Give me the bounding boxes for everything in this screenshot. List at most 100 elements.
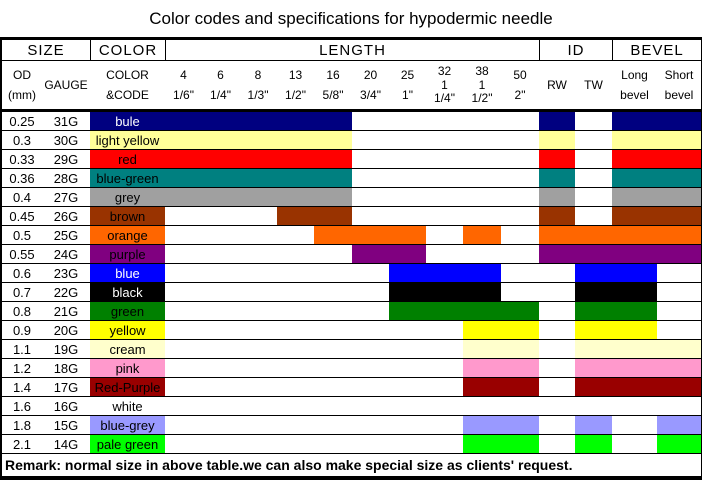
fill-cell-c25 — [389, 131, 426, 149]
col-header-c38: 38 1 1/2" — [463, 61, 501, 109]
od-cell: 0.5 — [12, 227, 32, 243]
fill-cell-c13 — [277, 245, 314, 263]
col-header-short: Short bevel — [657, 61, 701, 109]
fill-cell-long — [612, 112, 657, 130]
fill-cell-c16 — [314, 264, 352, 282]
fill-cell-c6 — [202, 416, 239, 434]
fill-cell-c38 — [463, 264, 501, 282]
fill-cell-c8 — [239, 188, 277, 206]
table-row: 0.33 29G red — [2, 150, 701, 169]
fill-cell-c16 — [314, 150, 352, 168]
col-header-rw-line1: RW — [547, 77, 567, 92]
fill-cell-c8 — [239, 264, 277, 282]
fill-cell-c6 — [202, 226, 239, 244]
gauge-cell: 21G — [53, 303, 79, 319]
col-header-long-line1: Long — [621, 67, 648, 82]
fill-cell-tw — [575, 416, 612, 434]
fill-cell-c50 — [501, 359, 539, 377]
fill-cell-c25 — [389, 397, 426, 415]
col-header-c20-line1: 20 — [363, 67, 378, 82]
fill-cell-c25 — [389, 283, 426, 301]
col-header-c6-line2: 1/4" — [210, 87, 231, 102]
fill-cell-c20 — [352, 397, 389, 415]
col-header-c32-line2: 1 1/4" — [434, 77, 455, 105]
fill-cell-c13 — [277, 340, 314, 358]
fill-cell-tw — [575, 302, 612, 320]
fill-cell-c6 — [202, 340, 239, 358]
color-swatch: brown — [90, 207, 165, 225]
fill-cell-c4 — [165, 340, 202, 358]
fill-cell-c25 — [389, 112, 426, 130]
fill-cell-tw — [575, 112, 612, 130]
col-header-long: Long bevel — [612, 61, 657, 109]
fill-cell-c32 — [426, 340, 463, 358]
fill-cell-long — [612, 245, 657, 263]
table-row: 1.1 19G cream — [2, 340, 701, 359]
od-cell: 1.1 — [12, 341, 32, 357]
fill-cell-c6 — [202, 378, 239, 396]
fill-cell-c4 — [165, 169, 202, 187]
group-header-color: COLOR — [90, 40, 165, 60]
fill-cell-c25 — [389, 378, 426, 396]
fill-cell-c38 — [463, 226, 501, 244]
table-row: 1.6 16G white — [2, 397, 701, 416]
col-header-c25-line1: 25 — [400, 67, 415, 82]
fill-cell-c13 — [277, 112, 314, 130]
fill-cell-c25 — [389, 264, 426, 282]
fill-cell-tw — [575, 359, 612, 377]
od-cell: 0.36 — [9, 170, 35, 186]
gauge-cell: 14G — [53, 436, 79, 452]
fill-cell-c32 — [426, 283, 463, 301]
needle-spec-table: SIZE COLOR LENGTH ID BEVEL OD (mm) GAUGE COLOR &… — [0, 37, 702, 480]
gauge-cell: 19G — [53, 341, 79, 357]
fill-cell-c13 — [277, 416, 314, 434]
fill-cell-c20 — [352, 378, 389, 396]
color-swatch: pale green — [90, 435, 165, 453]
fill-cell-c50 — [501, 416, 539, 434]
fill-cell-rw — [539, 226, 575, 244]
fill-cell-c25 — [389, 245, 426, 263]
fill-cell-long — [612, 264, 657, 282]
col-header-c32-line1: 32 — [437, 64, 452, 79]
col-header-c13-line2: 1/2" — [285, 87, 306, 102]
col-header-c8: 8 1/3" — [239, 61, 277, 109]
fill-cell-long — [612, 378, 657, 396]
fill-cell-c13 — [277, 207, 314, 225]
col-header-od-line2: (mm) — [8, 87, 36, 102]
fill-cell-rw — [539, 416, 575, 434]
table-row: 2.1 14G pale green — [2, 435, 701, 454]
group-header-row: SIZE COLOR LENGTH ID BEVEL — [2, 40, 701, 61]
od-cell: 2.1 — [12, 436, 32, 452]
fill-cell-c4 — [165, 302, 202, 320]
fill-cell-rw — [539, 169, 575, 187]
fill-cell-c38 — [463, 131, 501, 149]
fill-cell-c4 — [165, 264, 202, 282]
fill-cell-c25 — [389, 435, 426, 453]
fill-cell-long — [612, 416, 657, 434]
fill-cell-rw — [539, 321, 575, 339]
fill-cell-c4 — [165, 112, 202, 130]
od-cell: 0.9 — [12, 322, 32, 338]
fill-cell-rw — [539, 188, 575, 206]
fill-cell-c20 — [352, 207, 389, 225]
fill-cell-long — [612, 226, 657, 244]
color-swatch: blue-green — [90, 169, 165, 187]
fill-cell-rw — [539, 340, 575, 358]
fill-cell-c50 — [501, 112, 539, 130]
remark-text: Remark: normal size in above table.we ca… — [2, 454, 701, 480]
col-header-c13-line1: 13 — [288, 67, 303, 82]
fill-cell-c20 — [352, 245, 389, 263]
table-body: 0.25 31G bule 0.3 30G light yellow 0.33 29G red 0… — [2, 112, 701, 454]
fill-cell-rw — [539, 131, 575, 149]
fill-cell-c8 — [239, 416, 277, 434]
fill-cell-short — [657, 226, 701, 244]
column-header-row: OD (mm) GAUGE COLOR &CODE 4 1/6" 6 1/4" 8 1/3" 13 1/… — [2, 61, 701, 112]
fill-cell-tw — [575, 245, 612, 263]
color-swatch: green — [90, 302, 165, 320]
fill-cell-c50 — [501, 207, 539, 225]
fill-cell-c32 — [426, 169, 463, 187]
fill-cell-tw — [575, 169, 612, 187]
fill-cell-c32 — [426, 131, 463, 149]
gauge-cell: 20G — [53, 322, 79, 338]
col-header-c4-line1: 4 — [180, 67, 187, 82]
